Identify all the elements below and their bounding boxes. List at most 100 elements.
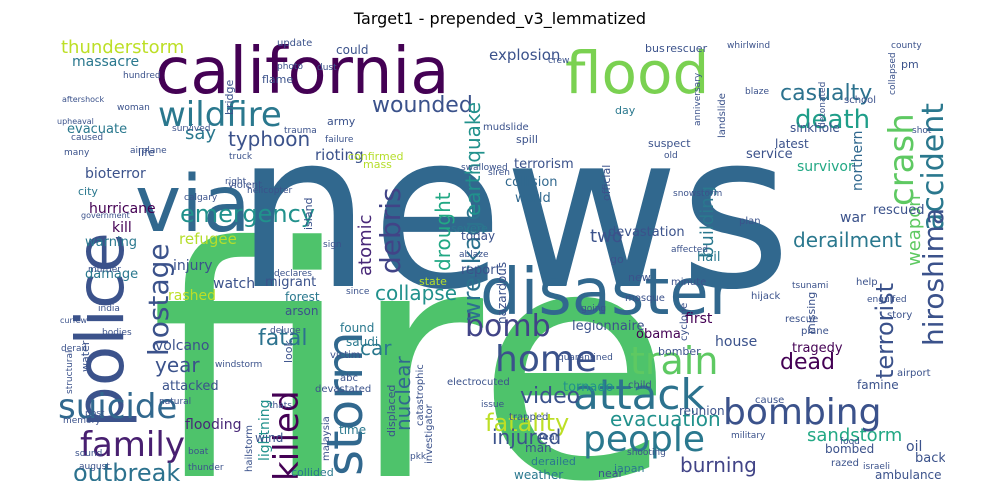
word-drought: drought <box>431 192 455 271</box>
word-bombing: bombing <box>723 392 881 433</box>
word-sign: sign <box>323 240 342 250</box>
word-abc: abc <box>340 373 358 384</box>
word-natural: natural <box>159 397 191 407</box>
word-rashed: rashed <box>168 288 216 304</box>
word-sinkhole: sinkhole <box>790 121 840 135</box>
word-crash: crash <box>882 113 922 206</box>
word-since: since <box>346 287 370 297</box>
word-snowstorm: snowstorm <box>673 189 722 199</box>
word-bomb: bomb <box>465 309 551 344</box>
word-hiroshima: hiroshima <box>917 208 945 346</box>
word-wreckage: wreckage <box>458 206 486 321</box>
word-truck: truck <box>229 152 253 162</box>
word-bioterror: bioterror <box>85 166 146 182</box>
word-rescue: rescue <box>785 314 818 325</box>
word-water: water <box>79 340 92 372</box>
word-death: death <box>795 105 870 135</box>
word-dead: dead <box>780 350 835 375</box>
word-damage: damage <box>85 267 138 282</box>
word-legionnaire: legionnaire <box>572 319 645 334</box>
word-siren: siren <box>488 168 510 178</box>
word-storm: storm <box>316 331 374 476</box>
word-attacked: attacked <box>162 379 219 394</box>
word-injured: injured <box>492 425 561 449</box>
word-typhoon: typhoon <box>228 127 310 151</box>
word-terrorism: terrorism <box>514 157 574 172</box>
word-school: school <box>844 95 876 106</box>
word-watch: watch <box>213 276 255 292</box>
word-affected: affected <box>671 245 708 255</box>
word-northern: northern <box>850 130 866 191</box>
word-boat: boat <box>188 447 209 457</box>
word-man: man <box>525 441 552 455</box>
word-day: day <box>615 104 636 117</box>
word-rioting: rioting <box>315 146 364 164</box>
word-plan: plan <box>739 216 761 227</box>
word-debris: debris <box>374 187 407 274</box>
word-military: military <box>731 431 766 441</box>
word-bus: bus <box>645 42 665 55</box>
word-back: back <box>915 451 945 466</box>
word-fatal: fatal <box>258 326 307 351</box>
word-world: world <box>515 191 551 206</box>
word-army: army <box>327 115 356 128</box>
word-failure: failure <box>325 135 354 145</box>
word-rescued: rescued <box>873 203 924 218</box>
word-cause: cause <box>755 395 784 406</box>
word-dust: dust <box>317 63 337 73</box>
word-flame: flame <box>262 73 293 86</box>
word-trauma: trauma <box>284 126 317 136</box>
word-aftershock: aftershock <box>62 95 104 104</box>
word-memory: memory <box>63 416 101 426</box>
word-tsunami: tsunami <box>792 281 828 291</box>
word-could: could <box>336 43 369 57</box>
word-latest: latest <box>775 137 809 151</box>
word-derailed: derailed <box>531 455 576 468</box>
word-hurricane: hurricane <box>89 201 156 217</box>
word-obama: obama <box>636 327 681 342</box>
word-casualty: casualty <box>780 81 872 106</box>
word-hostage: hostage <box>142 243 175 356</box>
word-explosion: explosion <box>489 46 560 64</box>
word-trapped: trapped <box>509 412 548 423</box>
word-new: new <box>628 271 651 284</box>
word-survivor: survivor <box>797 159 854 175</box>
word-family: family <box>80 425 185 465</box>
word-right: right <box>225 177 247 187</box>
word-disaster: disaster <box>480 256 736 330</box>
word-plane: plane <box>801 326 829 337</box>
word-update: update <box>277 38 312 49</box>
word-near: near <box>598 467 623 480</box>
word-violent: violent <box>228 180 262 191</box>
word-nuclear: nuclear <box>391 356 415 431</box>
word-detonated: detonated <box>818 82 828 128</box>
word-saudi: saudi <box>346 335 378 349</box>
word-murder: murder <box>88 265 121 275</box>
word-evacuate: evacuate <box>67 122 127 137</box>
word-people: people <box>583 419 705 460</box>
word-two: two <box>590 226 623 247</box>
word-bombed: bombed <box>825 442 874 456</box>
word-child: child <box>628 380 652 391</box>
word-found: found <box>340 321 374 335</box>
word-engulfed: engulfed <box>867 295 907 305</box>
word-video: video <box>520 384 580 409</box>
word-thunderstorm: thunderstorm <box>61 37 184 58</box>
word-service: service <box>746 147 793 162</box>
word-woman: woman <box>117 103 150 113</box>
word-news: news <box>235 86 791 337</box>
word-structural: structural <box>65 350 75 394</box>
word-year: year <box>155 353 200 377</box>
word-burning: burning <box>680 453 757 477</box>
word-hundred: hundred <box>123 71 161 81</box>
word-island: island <box>302 197 315 230</box>
word-israeli: israeli <box>863 462 890 472</box>
word-collapse: collapse <box>375 281 457 305</box>
word-airport: airport <box>897 368 931 379</box>
word-look: look <box>282 339 295 363</box>
word-flood: flood <box>565 39 709 107</box>
word-famine: famine <box>857 378 899 392</box>
word-volcano: volcano <box>155 338 209 354</box>
word-thats: thats <box>269 401 292 411</box>
word-earthquake: earthquake <box>461 102 485 216</box>
